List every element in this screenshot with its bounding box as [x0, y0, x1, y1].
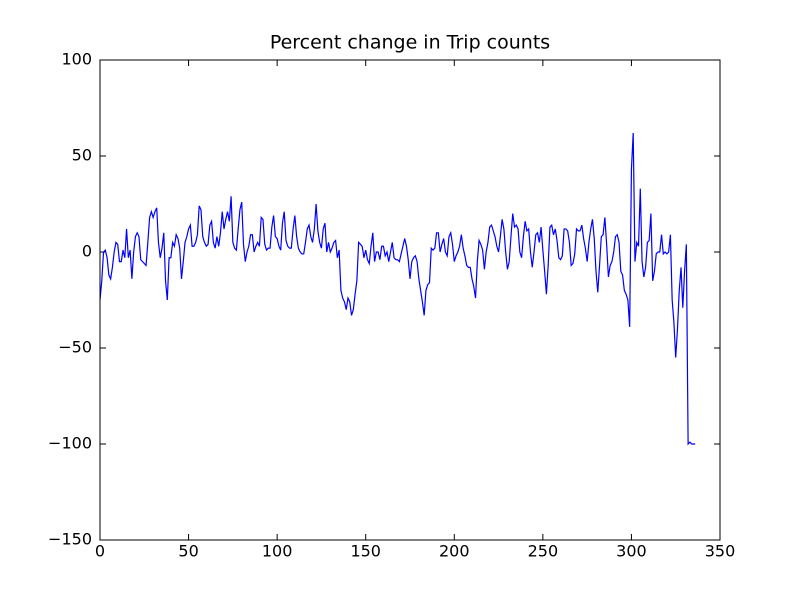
x-tick-label: 250 [528, 542, 559, 561]
y-tick-label: −150 [48, 530, 92, 549]
x-tick-label: 0 [95, 542, 105, 561]
y-tick-label: −100 [48, 434, 92, 453]
y-tick-label: 100 [61, 50, 92, 69]
x-tick-label: 100 [262, 542, 293, 561]
x-tick-label: 300 [616, 542, 647, 561]
chart-title: Percent change in Trip counts [270, 32, 550, 54]
x-tick-label: 50 [178, 542, 198, 561]
data-line [99, 132, 696, 446]
y-tick-label: 50 [72, 146, 92, 165]
x-tick-label: 200 [439, 542, 470, 561]
x-tick-label: 350 [705, 542, 736, 561]
y-tick-label: −50 [58, 338, 92, 357]
plot-frame [99, 59, 721, 541]
y-tick-label: 0 [82, 242, 92, 261]
x-tick-label: 150 [350, 542, 381, 561]
